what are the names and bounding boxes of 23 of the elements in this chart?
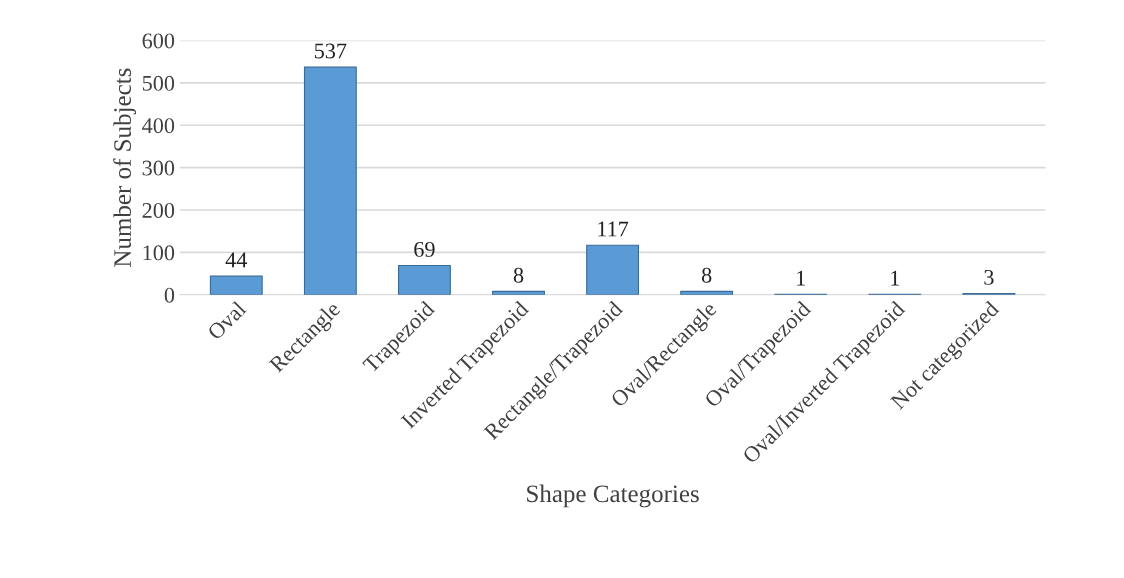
data-label: 117 xyxy=(598,221,629,237)
data-label: 537 xyxy=(314,43,347,59)
y-tick-label: 600 xyxy=(142,33,175,49)
y-tick-label: 100 xyxy=(143,245,175,261)
y-tick-label: 400 xyxy=(142,118,175,134)
data-label: 8 xyxy=(513,267,524,283)
data-label: 3 xyxy=(984,269,994,285)
y-axis-title: Number of Subjects xyxy=(113,68,137,267)
data-label: 69 xyxy=(414,241,435,257)
bar xyxy=(209,275,263,295)
bar xyxy=(303,66,357,295)
data-label: 1 xyxy=(891,270,900,286)
x-axis-title: Shape Categories xyxy=(527,484,699,508)
y-tick-label: 200 xyxy=(142,202,175,218)
bar xyxy=(398,264,451,295)
y-tick-label: 300 xyxy=(142,160,175,176)
data-label: 8 xyxy=(701,267,712,283)
data-label: 1 xyxy=(797,270,805,286)
y-tick-label: 500 xyxy=(142,75,175,91)
bar xyxy=(586,244,640,295)
x-tick-label: Oval xyxy=(206,299,248,341)
data-label: 44 xyxy=(225,252,248,268)
y-tick-label: 0 xyxy=(164,287,175,303)
